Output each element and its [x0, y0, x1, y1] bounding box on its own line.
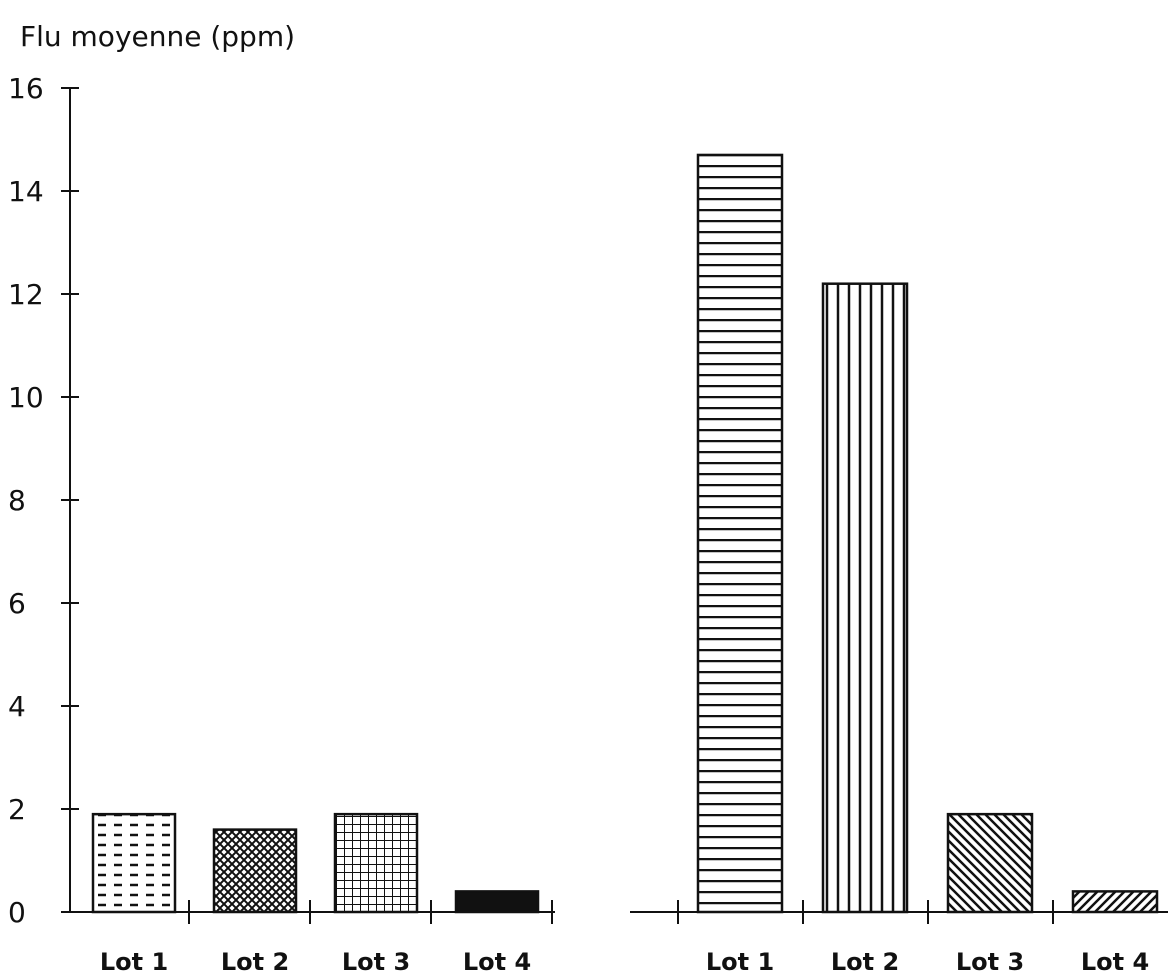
x-category-label: Lot 2	[831, 948, 899, 976]
bar-group2-4	[1071, 890, 1159, 914]
y-tick-label: 12	[8, 278, 44, 311]
x-category-label: Lot 1	[100, 948, 168, 976]
bar-group1-3	[333, 812, 419, 914]
bar-group1-4	[454, 890, 540, 914]
bar-group2-2	[821, 282, 909, 914]
bars	[91, 153, 1159, 914]
x-category-label: Lot 2	[221, 948, 289, 976]
y-tick-label: 4	[8, 690, 26, 723]
x-category-label: Lot 4	[1081, 948, 1149, 976]
y-tick-label: 0	[8, 896, 26, 929]
x-category-label: Lot 4	[463, 948, 531, 976]
y-axis-title: Flu moyenne (ppm)	[20, 20, 295, 53]
y-tick-label: 10	[8, 381, 44, 414]
x-labels: Lot 1 Lot 2 Lot 3 Lot 4 Lot 1 Lot 2 Lot 3 Lot 4	[100, 948, 1149, 976]
axes	[62, 87, 1168, 924]
y-tick-label: 16	[8, 72, 44, 105]
bar-group2-1	[696, 153, 784, 914]
bar-group1-1	[91, 812, 177, 914]
x-category-label: Lot 3	[342, 948, 410, 976]
bar-group2-3	[946, 812, 1034, 914]
y-tick-label: 14	[8, 175, 44, 208]
y-tick-label: 2	[8, 793, 26, 826]
y-tick-label: 6	[8, 587, 26, 620]
bar-group1-2	[212, 828, 298, 914]
y-tick-label: 8	[8, 484, 26, 517]
x-category-label: Lot 3	[956, 948, 1024, 976]
y-ticks: 0 2 4 6 8 10 12 14 16	[8, 72, 79, 929]
x-category-label: Lot 1	[706, 948, 774, 976]
